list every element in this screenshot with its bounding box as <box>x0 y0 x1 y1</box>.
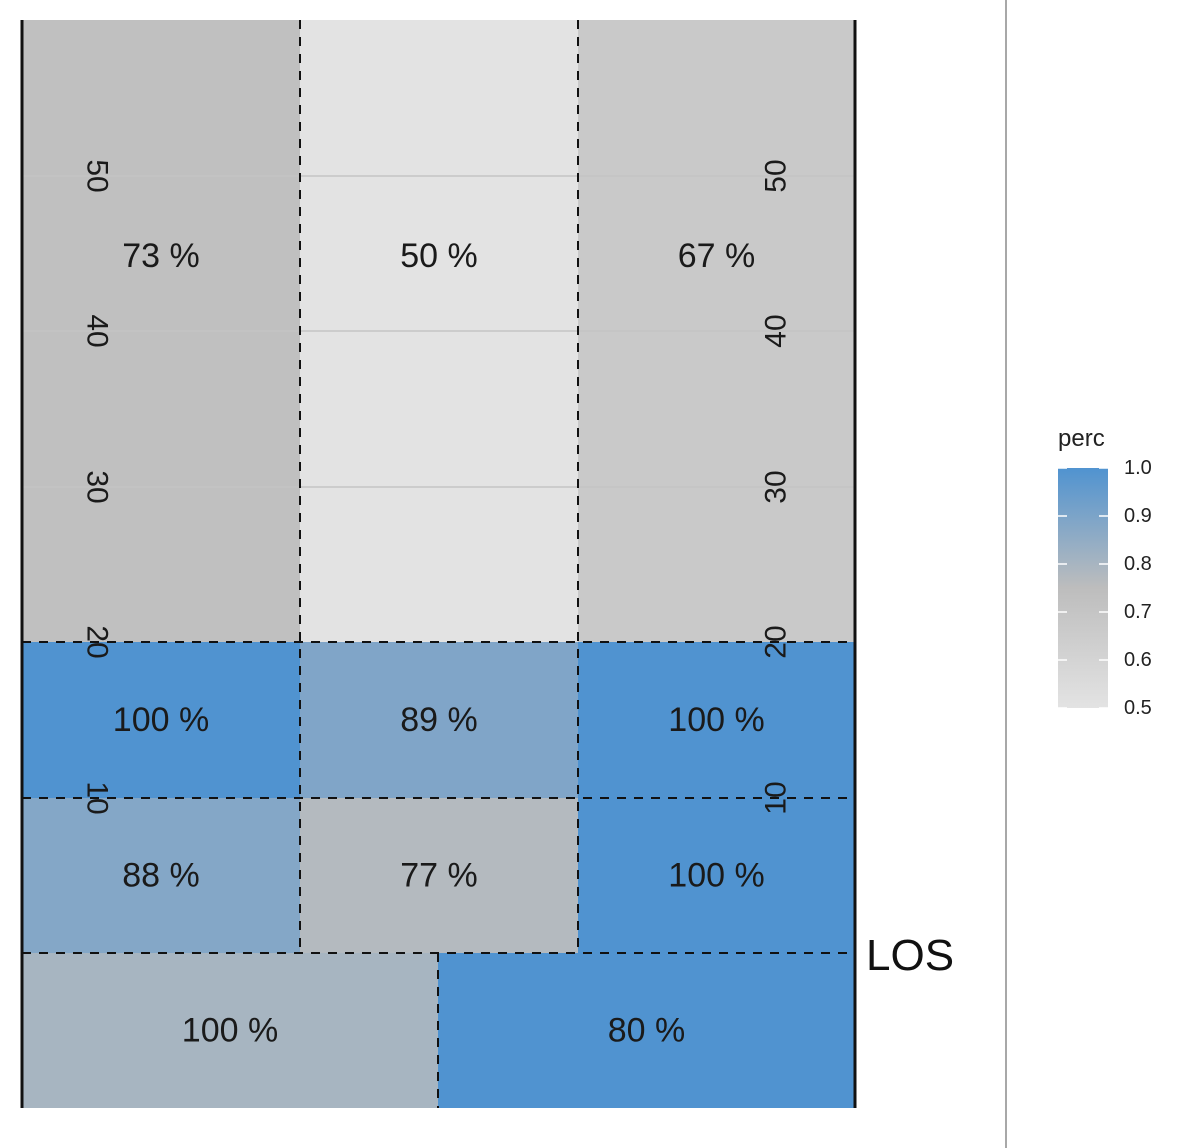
cell-label: 89 % <box>400 701 478 739</box>
heatmap-cell <box>300 642 578 798</box>
tick-label-left: 20 <box>81 625 114 658</box>
legend-tick-label: 0.9 <box>1124 505 1152 527</box>
tick-label-right: 50 <box>760 159 793 192</box>
legend-ticks: 0.5 0.6 0.7 0.8 0.9 1.0 <box>1058 457 1152 719</box>
legend: perc 0.5 0.6 0.7 0.8 0.9 1.0 <box>1058 425 1152 719</box>
heatmap-cells <box>22 20 855 1108</box>
legend-tick-label: 0.5 <box>1124 697 1152 719</box>
tick-label-right: 10 <box>760 781 793 814</box>
cell-label: 100 % <box>668 701 764 739</box>
cell-label: 73 % <box>122 237 200 275</box>
heatmap-cell <box>578 798 855 953</box>
tick-label-left: 50 <box>81 159 114 192</box>
heatmap-cell <box>22 798 300 953</box>
cell-label: 100 % <box>113 701 209 739</box>
heatmap-cell <box>300 798 578 953</box>
tick-label-right: 20 <box>760 625 793 658</box>
heatmap-cell <box>438 953 855 1108</box>
tick-label-left: 10 <box>81 781 114 814</box>
tick-label-left: 40 <box>81 314 114 347</box>
heatmap-cell <box>578 642 855 798</box>
cell-label: 50 % <box>400 237 478 275</box>
tick-label-right: 30 <box>760 470 793 503</box>
legend-title: perc <box>1058 425 1105 452</box>
heatmap-gridlines <box>20 20 857 1108</box>
axis-label-los: LOS <box>866 931 954 980</box>
cell-label: 80 % <box>608 1012 686 1050</box>
cell-label: 100 % <box>668 857 764 895</box>
cell-label: 77 % <box>400 857 478 895</box>
axis-tick-labels: 10 10 20 20 30 30 40 40 50 50 <box>81 159 793 814</box>
tick-label-left: 30 <box>81 470 114 503</box>
heatmap-cell <box>22 642 300 798</box>
cell-label: 100 % <box>182 1012 278 1050</box>
heatmap-cell-labels: 73 % 50 % 67 % 100 % 89 % 100 % 88 % 77 % 100 % 1… <box>113 237 765 1050</box>
cell-label: 88 % <box>122 857 200 895</box>
legend-colorbar <box>1058 468 1108 708</box>
legend-tick-label: 0.6 <box>1124 649 1152 671</box>
legend-tick-label: 0.8 <box>1124 553 1152 575</box>
heatmap-cell <box>22 953 438 1108</box>
cell-label: 67 % <box>678 237 756 275</box>
tick-label-right: 40 <box>760 314 793 347</box>
legend-tick-label: 1.0 <box>1124 457 1152 479</box>
legend-tick-label: 0.7 <box>1124 601 1152 623</box>
